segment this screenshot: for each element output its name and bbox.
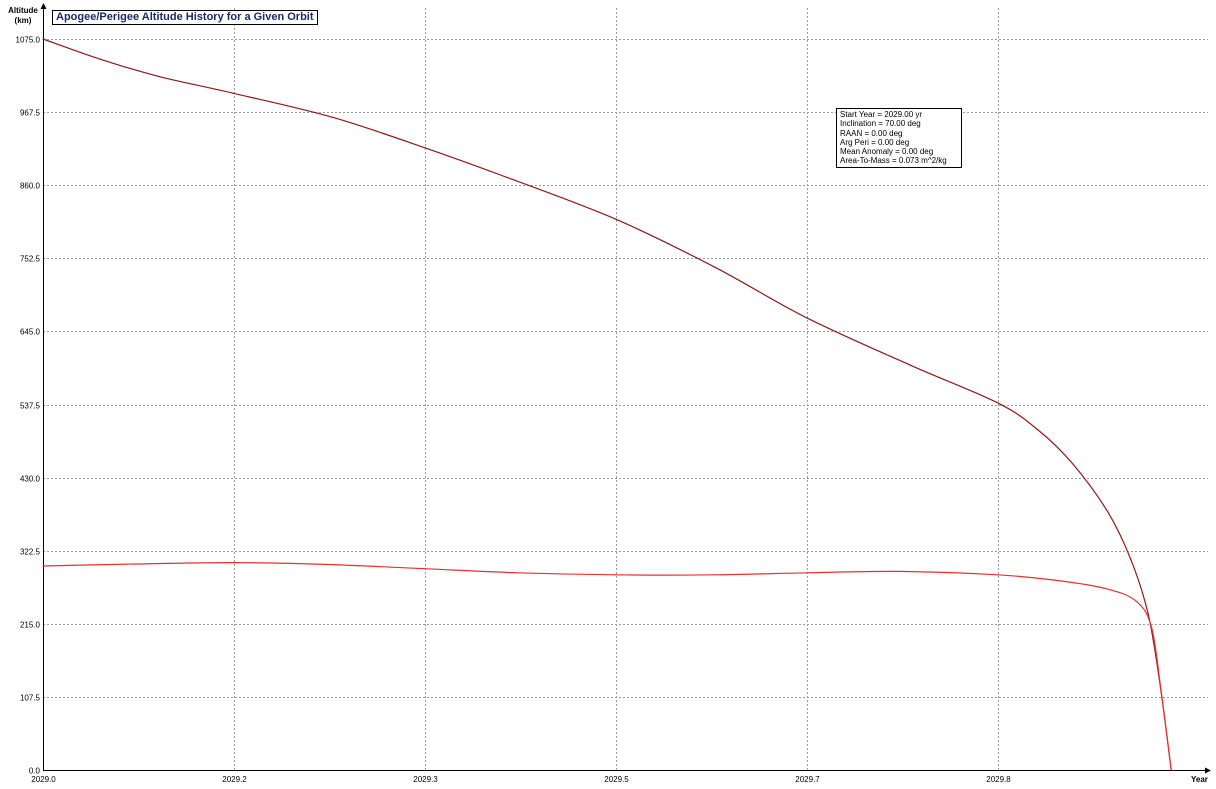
data-point xyxy=(615,574,617,576)
orbit-parameters-box: Start Year = 2029.00 yr Inclination = 70… xyxy=(836,108,962,168)
data-point xyxy=(135,563,137,565)
data-point xyxy=(516,572,519,574)
x-tick-label: 2029.0 xyxy=(31,775,56,784)
y-tick-label: 860.0 xyxy=(20,182,41,191)
data-point xyxy=(898,570,900,573)
y-tick-label: 430.0 xyxy=(20,475,41,484)
y-tick-label: 645.0 xyxy=(20,328,41,337)
data-point xyxy=(1147,613,1149,615)
x-axis-label: Year xyxy=(1191,775,1208,784)
data-point xyxy=(713,574,715,576)
series-2 xyxy=(42,561,1172,771)
y-tick-label: 215.0 xyxy=(20,621,41,630)
data-point xyxy=(1170,769,1172,771)
info-mean-anomaly: Mean Anomaly = 0.00 deg xyxy=(840,147,934,157)
data-point xyxy=(806,572,808,574)
data-point xyxy=(42,565,44,567)
info-arg-peri: Arg Peri = 0.00 deg xyxy=(840,137,910,147)
axes xyxy=(40,3,1211,774)
y-axis-arrow xyxy=(40,3,47,9)
series-line xyxy=(42,561,1172,771)
data-point xyxy=(233,92,235,94)
x-axis-arrow xyxy=(1205,767,1211,774)
data-point xyxy=(1107,588,1109,590)
y-axis-label: Altitude (km) xyxy=(5,6,41,26)
x-tick-label: 2029.5 xyxy=(604,775,629,784)
data-point xyxy=(233,562,235,564)
y-tick-label: 107.5 xyxy=(20,694,41,703)
data-point xyxy=(910,364,912,366)
data-point xyxy=(505,176,507,178)
ticks: 0.0 107.5 215.0 322.5 430.0 537.5 645.0 752.5 86… xyxy=(16,36,1012,785)
data-point xyxy=(1107,511,1109,513)
y-tick-label: 0.0 xyxy=(29,767,41,776)
data-point xyxy=(615,218,617,220)
series xyxy=(42,38,1172,771)
data-point xyxy=(713,266,715,268)
data-point xyxy=(1060,580,1062,582)
info-inclination: Inclination = 70.00 deg xyxy=(840,119,921,129)
data-point xyxy=(997,402,999,404)
data-point xyxy=(42,38,44,40)
series-1 xyxy=(42,38,1172,771)
data-point xyxy=(1135,600,1138,603)
y-tick-label: 1075.0 xyxy=(16,36,41,45)
y-tick-label: 322.5 xyxy=(20,548,41,557)
data-point xyxy=(158,75,160,77)
info-raan: RAAN = 0.00 deg xyxy=(840,128,903,138)
data-point xyxy=(1037,429,1039,431)
y-axis-label-line: Altitude xyxy=(8,6,38,15)
y-tick-label: 967.5 xyxy=(20,109,41,118)
chart-title: Apogee/Perigee Altitude History for a Gi… xyxy=(52,10,318,25)
x-tick-label: 2029.7 xyxy=(795,775,820,784)
grid xyxy=(43,8,1208,770)
x-tick-label: 2029.3 xyxy=(413,775,438,784)
data-point xyxy=(331,564,333,566)
series-line xyxy=(42,38,1172,771)
y-tick-label: 752.5 xyxy=(20,255,41,264)
y-axis-label-line: (km) xyxy=(14,16,32,25)
data-point xyxy=(424,147,426,149)
x-tick-label: 2029.8 xyxy=(986,775,1011,784)
data-point xyxy=(806,317,808,319)
data-point xyxy=(331,116,333,118)
data-point xyxy=(1150,626,1153,628)
x-tick-label: 2029.2 xyxy=(222,775,247,784)
info-start-year: Start Year = 2029.00 yr xyxy=(840,110,923,119)
info-area-to-mass: Area-To-Mass = 0.073 m^2/kg xyxy=(840,156,947,166)
y-tick-label: 537.5 xyxy=(20,402,41,411)
data-point xyxy=(1072,463,1074,465)
data-point xyxy=(1130,558,1132,560)
data-point xyxy=(1160,687,1162,690)
data-point xyxy=(100,58,102,61)
data-point xyxy=(424,568,426,570)
data-point xyxy=(997,574,999,576)
